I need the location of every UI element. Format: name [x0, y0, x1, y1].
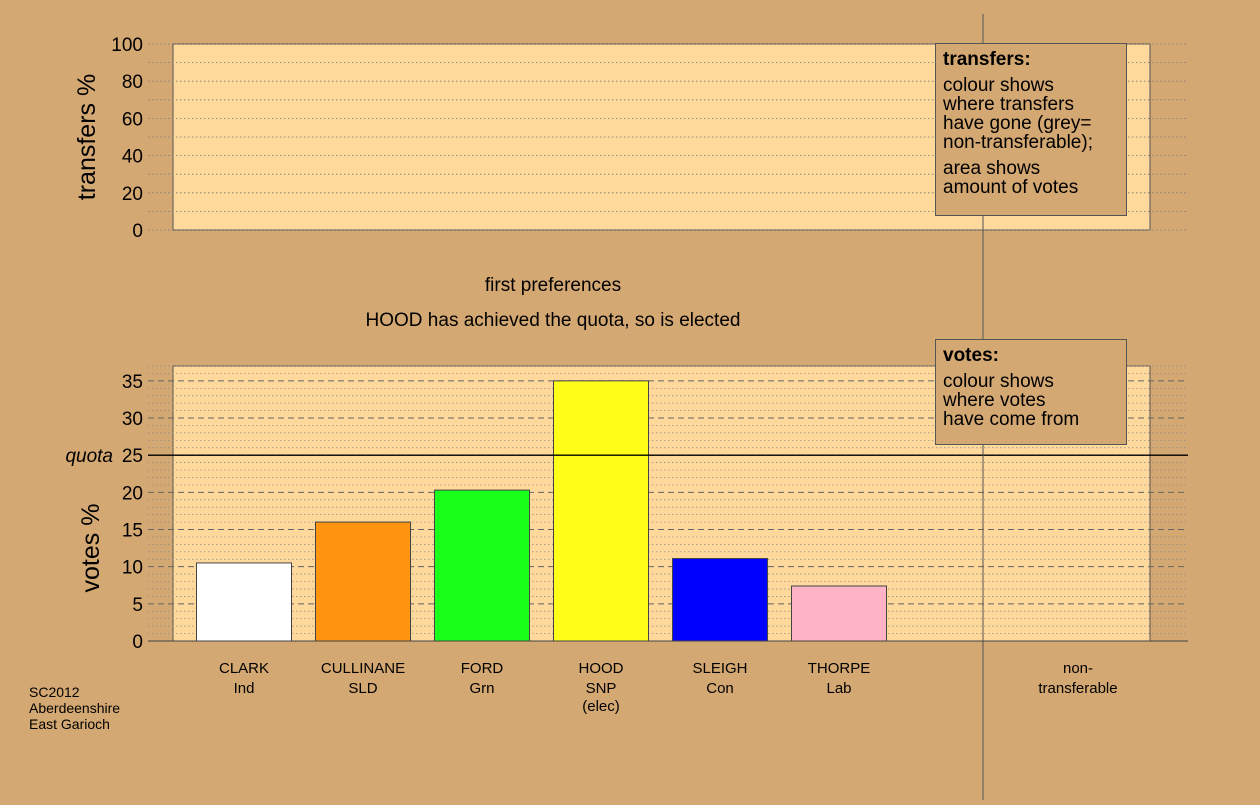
votes-legend: votes: colour shows where votes have com… — [935, 339, 1127, 445]
transfers-y-tick-label: 100 — [111, 35, 143, 56]
votes-y-tick-label: 15 — [122, 521, 143, 542]
candidate-name-label: CULLINANE — [321, 660, 405, 677]
transfers-y-tick-label: 40 — [122, 147, 143, 168]
transfers-legend-title: transfers: — [943, 49, 1031, 70]
election-caption-line: SC2012 — [29, 684, 80, 700]
bar-thorpe — [791, 585, 887, 642]
votes-legend-line: where votes — [943, 390, 1046, 411]
election-caption-line: Aberdeenshire — [29, 700, 121, 716]
bar-ford — [434, 489, 530, 642]
candidate-party-label: Con — [706, 680, 734, 697]
candidate-party-label: Grn — [469, 680, 494, 697]
candidate-party-label: SLD — [348, 680, 377, 697]
candidate-name-label: SLEIGH — [692, 660, 747, 677]
election-caption-line: East Garioch — [29, 716, 110, 732]
transfers-legend-line: have gone (grey= — [943, 113, 1092, 134]
votes-legend-line: have come from — [943, 409, 1080, 430]
votes-y-tick-label: 25 — [122, 446, 143, 467]
transfers-legend-line: colour shows — [943, 75, 1054, 96]
chart-subtitle: HOOD has achieved the quota, so is elect… — [366, 310, 741, 331]
non-transferable-label: transferable — [1038, 680, 1117, 697]
election-caption: SC2012 Aberdeenshire East Garioch — [29, 684, 120, 732]
candidate-status-label: (elec) — [582, 698, 620, 715]
transfers-y-ticks: 0 20 40 60 80 100 — [111, 35, 143, 242]
candidate-name-label: FORD — [461, 660, 504, 677]
chart-title: first preferences — [485, 275, 621, 296]
transfers-legend: transfers: colour shows where transfers … — [935, 43, 1127, 216]
candidate-name-label: CLARK — [219, 660, 269, 677]
candidate-name-label: HOOD — [579, 660, 624, 677]
transfers-legend-line: where transfers — [943, 94, 1074, 115]
candidate-party-label: SNP — [586, 680, 617, 697]
transfers-legend-line: amount of votes — [943, 177, 1079, 198]
votes-legend-line: colour shows — [943, 371, 1054, 392]
candidate-party-label: Lab — [826, 680, 851, 697]
bar-cullinane — [315, 521, 411, 642]
quota-label: quota — [65, 446, 113, 467]
votes-y-ticks: 0 5 10 15 20 25 30 35 — [122, 372, 143, 653]
transfers-y-tick-label: 0 — [132, 221, 143, 242]
votes-legend-title: votes: — [943, 345, 999, 366]
transfers-legend-line: non-transferable); — [943, 132, 1093, 153]
votes-y-tick-label: 10 — [122, 558, 143, 579]
candidate-party-label: Ind — [234, 680, 255, 697]
votes-x-labels: CLARK Ind CULLINANE SLD FORD Grn HOOD SNP(elec)… — [219, 660, 1118, 715]
non-transferable-label: non- — [1063, 660, 1093, 677]
transfers-y-tick-label: 60 — [122, 109, 143, 130]
transfers-legend-line: area shows — [943, 158, 1041, 179]
votes-bars — [196, 380, 887, 642]
candidate-name-label: THORPE — [808, 660, 871, 677]
bar-hood — [553, 380, 649, 642]
votes-y-tick-label: 0 — [132, 632, 143, 653]
votes-y-tick-label: 30 — [122, 409, 143, 430]
bar-sleigh — [672, 558, 768, 642]
transfers-y-tick-label: 20 — [122, 184, 143, 205]
votes-y-tick-label: 20 — [122, 483, 143, 504]
votes-y-tick-label: 35 — [122, 372, 143, 393]
transfers-y-axis-label: transfers % — [73, 74, 101, 200]
transfers-y-tick-label: 80 — [122, 72, 143, 93]
transfers-gridlines — [148, 43, 1188, 231]
votes-y-axis-label: votes % — [77, 504, 105, 593]
bar-clark — [196, 562, 292, 642]
votes-y-tick-label: 5 — [132, 595, 143, 616]
